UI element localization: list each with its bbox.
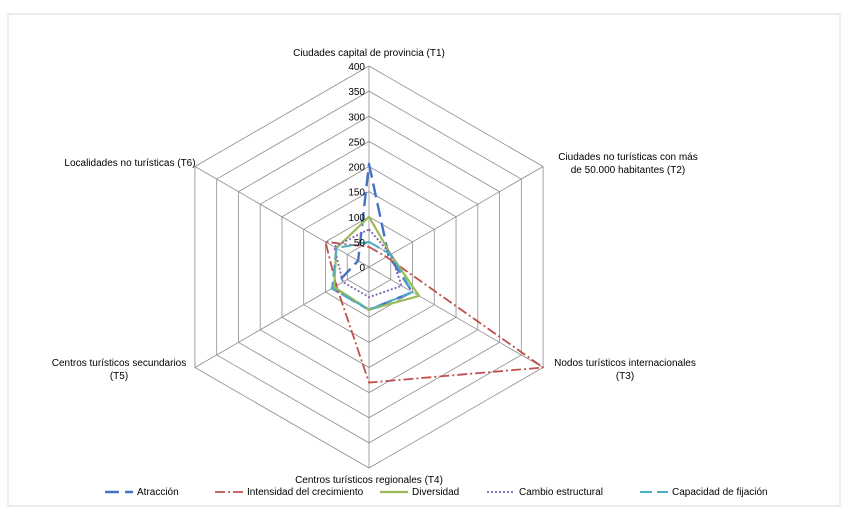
- axis-label-3: Nodos turísticos internacionales (T3): [554, 358, 696, 382]
- legend-label-5: Capacidad de fijación: [672, 487, 768, 498]
- series-5-line: [331, 240, 414, 311]
- series-2-line: [324, 240, 544, 384]
- tick-layer: 0 50 100 150 200 250 300 350 400: [348, 62, 365, 274]
- tick-label-300: 300: [348, 112, 365, 123]
- spoke-5: [194, 266, 370, 368]
- axis-label-4: Centros turísticos regionales (T4): [295, 475, 443, 486]
- axis-label-6: Localidades no turísticas (T6): [64, 158, 195, 169]
- tick-label-0: 0: [359, 263, 365, 274]
- tick-label-200: 200: [348, 163, 365, 174]
- legend-label-1: Atracción: [137, 487, 179, 498]
- spoke-2: [368, 166, 544, 268]
- spoke-6: [194, 166, 370, 268]
- grid-layer: [194, 65, 544, 469]
- series-1-line: [330, 162, 414, 311]
- tick-label-50: 50: [354, 238, 366, 249]
- axis-label-1: Ciudades capital de provincia (T1): [293, 48, 445, 59]
- tick-label-350: 350: [348, 87, 365, 98]
- legend: Atracción Intensidad del crecimiento Diver…: [105, 487, 768, 498]
- legend-label-2: Intensidad del crecimiento: [247, 487, 364, 498]
- legend-label-3: Diversidad: [412, 487, 459, 498]
- tick-label-400: 400: [348, 62, 365, 73]
- series-layer: [324, 162, 544, 384]
- tick-label-250: 250: [348, 137, 365, 148]
- chart-border: [7, 13, 841, 507]
- tick-label-100: 100: [348, 213, 365, 224]
- axis-label-layer: Ciudades capital de provincia (T1) Ciudad…: [52, 48, 698, 486]
- tick-label-150: 150: [348, 188, 365, 199]
- axis-label-2: Ciudades no turísticas con más de 50.000 …: [558, 152, 698, 176]
- legend-label-4: Cambio estructural: [519, 487, 603, 498]
- spoke-3: [368, 266, 544, 368]
- axis-label-5: Centros turísticos secundarios (T5): [52, 358, 187, 382]
